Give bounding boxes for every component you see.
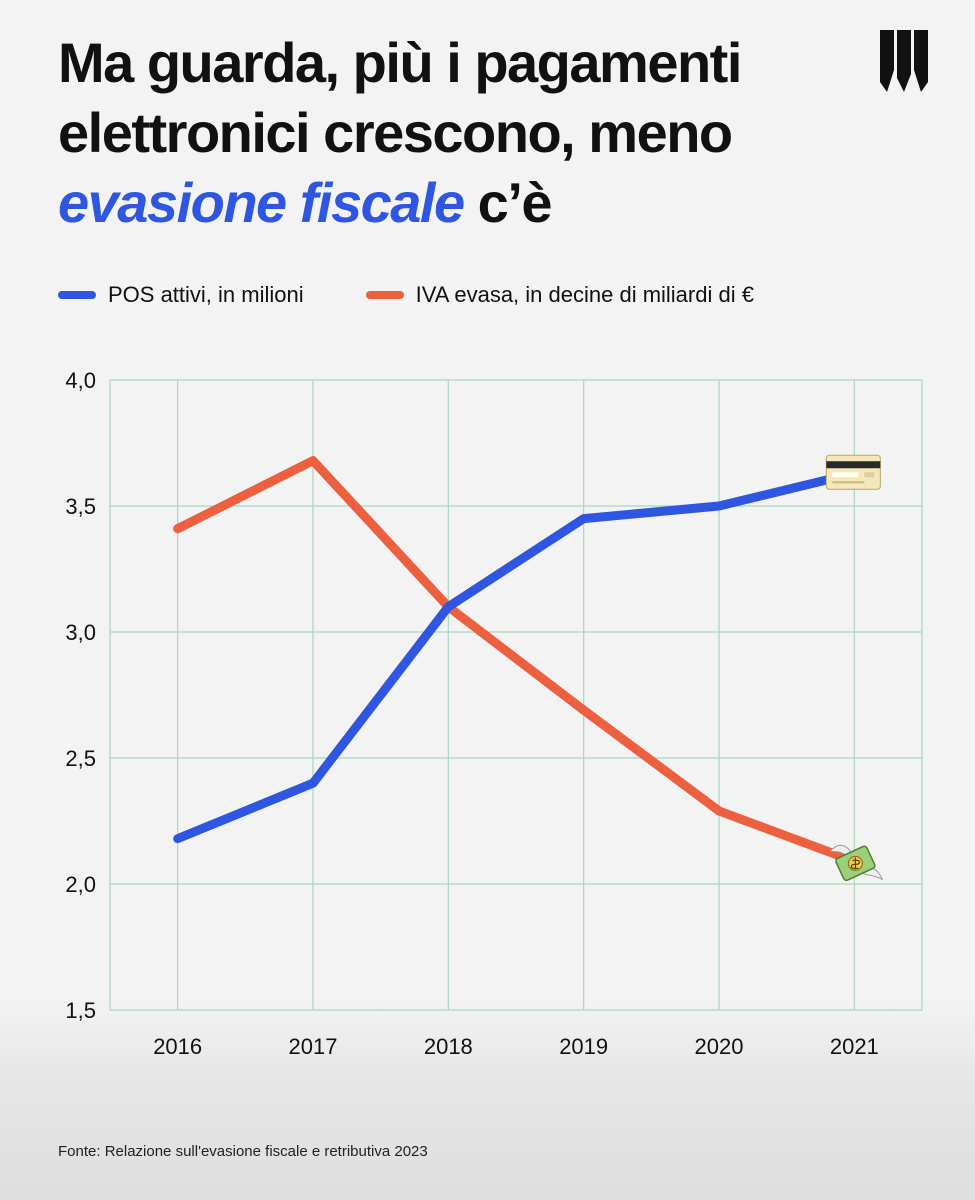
y-tick-label: 3,5 [65,494,96,519]
title-tail: c’è [463,171,553,234]
y-tick-label: 1,5 [65,998,96,1023]
title-line-1: Ma guarda, più i pagamenti [58,31,742,94]
legend-swatch-blue [58,291,96,299]
y-tick-label: 2,5 [65,746,96,771]
money-with-wings-icon [829,844,884,882]
title-line-3: evasione fiscale c’è [58,168,868,238]
title-line-2: elettronici crescono, meno [58,101,733,164]
x-tick-label: 2020 [695,1034,744,1059]
title-highlight: evasione fiscale [58,171,465,234]
chart-legend: POS attivi, in milioni IVA evasa, in dec… [58,282,754,308]
source-note: Fonte: Relazione sull'evasione fiscale e… [58,1143,428,1160]
y-tick-label: 2,0 [65,872,96,897]
brand-logo-icon [880,30,928,92]
credit-card-icon [825,454,881,490]
line-chart: 1,5 2,0 2,5 3,0 3,5 4,0 2016 2017 2018 2019 2020 20… [65,368,923,1059]
y-tick-label: 3,0 [65,620,96,645]
x-tick-label: 2016 [153,1034,202,1059]
legend-item-pos: POS attivi, in milioni [58,282,304,308]
y-tick-label: 4,0 [65,368,96,393]
legend-label-pos: POS attivi, in milioni [108,282,304,307]
chart-title: Ma guarda, più i pagamenti elettronici c… [58,28,868,238]
series-line-iva [173,456,859,866]
legend-item-iva: IVA evasa, in decine di miliardi di € [365,282,754,308]
legend-swatch-orange [365,291,404,299]
x-tick-label: 2021 [830,1034,879,1059]
legend-label-iva: IVA evasa, in decine di miliardi di € [415,282,754,307]
series-line-pos [173,468,859,844]
x-tick-label: 2018 [424,1034,473,1059]
x-tick-label: 2017 [289,1034,338,1059]
x-tick-label: 2019 [559,1034,608,1059]
